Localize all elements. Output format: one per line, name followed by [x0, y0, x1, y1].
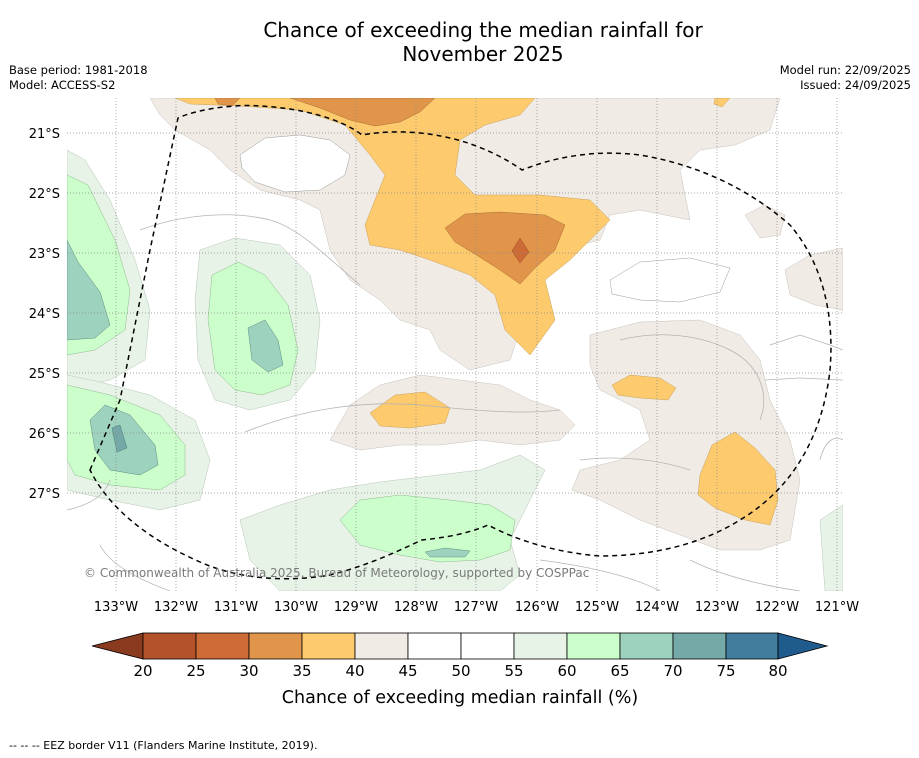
colorbar-low-extension [91, 632, 144, 660]
colorbar: 20 25 30 35 40 45 50 55 60 65 70 75 80 C… [91, 632, 829, 708]
colorbar-segments [142, 632, 779, 660]
mid-green-south [339, 494, 516, 563]
lat-label: 21°S [29, 127, 60, 142]
white-hole-1 [239, 134, 351, 193]
lon-label: 130°W [274, 600, 318, 615]
lon-label: 122°W [755, 600, 799, 615]
eez-border [89, 104, 832, 580]
title-line-1: Chance of exceeding the median rainfall … [263, 18, 703, 42]
lon-gridlines [115, 98, 838, 591]
colorbar-tick: 30 [239, 662, 258, 680]
copyright-notice: © Commonwealth of Australia 2025, Bureau… [84, 566, 589, 580]
colorbar-segment [460, 632, 515, 660]
orange-region-north [174, 98, 611, 356]
teal-region-south [424, 547, 471, 558]
orange-region-northeast [713, 98, 731, 108]
map-title: Chance of exceeding the median rainfall … [0, 18, 919, 66]
longitude-labels: 133°W 132°W 131°W 130°W 129°W 128°W 127°… [94, 600, 859, 615]
colorbar-tick: 50 [451, 662, 470, 680]
lat-label: 23°S [29, 247, 60, 262]
colorbar-tick: 60 [557, 662, 576, 680]
orange-region-center [369, 391, 451, 429]
latitude-labels: 21°S 22°S 23°S 24°S 25°S 26°S 27°S [29, 127, 60, 502]
colorbar-segment [248, 632, 303, 660]
colorbar-segment [142, 632, 197, 660]
lat-label: 22°S [29, 187, 60, 202]
colorbar-segment [566, 632, 621, 660]
lon-label: 129°W [334, 600, 378, 615]
colorbar-tick: 75 [716, 662, 735, 680]
lat-label: 27°S [29, 487, 60, 502]
colorbar-tick: 45 [398, 662, 417, 680]
white-holes [239, 134, 731, 303]
colorbar-segment [407, 632, 462, 660]
lon-label: 126°W [515, 600, 559, 615]
colorbar-segment [725, 632, 779, 660]
red-region [511, 237, 530, 264]
colorbar-tick: 70 [663, 662, 682, 680]
lat-label: 25°S [29, 367, 60, 382]
map-panel: © Commonwealth of Australia 2025, Bureau… [67, 98, 843, 591]
colorbar-tick: 65 [610, 662, 629, 680]
lon-label: 131°W [214, 600, 258, 615]
colorbar-tick: 35 [292, 662, 311, 680]
teal-region-center [247, 319, 284, 373]
colorbar-tick: 80 [768, 662, 787, 680]
lon-label: 132°W [154, 600, 198, 615]
dark-orange-region-north [289, 98, 436, 127]
lon-label: 127°W [454, 600, 498, 615]
lat-gridlines [67, 132, 843, 494]
lon-label: 133°W [94, 600, 138, 615]
colorbar-tick: 20 [133, 662, 152, 680]
colorbar-segment [301, 632, 356, 660]
meta-left: Base period: 1981-2018 Model: ACCESS-S2 [9, 63, 148, 93]
beige-region-center [329, 374, 576, 451]
colorbar-tick-labels: 20 25 30 35 40 45 50 55 60 65 70 75 80 [133, 662, 787, 680]
model-name: Model: ACCESS-S2 [9, 78, 116, 92]
issued-date: Issued: 24/09/2025 [800, 78, 911, 92]
dark-orange-region-top-left [214, 98, 241, 107]
dark-orange-region-center [444, 211, 566, 285]
lon-label: 125°W [575, 600, 619, 615]
eez-footnote: -- -- -- EEZ border V11 (Flanders Marine… [9, 739, 318, 752]
lon-label: 128°W [394, 600, 438, 615]
colorbar-tick: 25 [186, 662, 205, 680]
colorbar-high-extension [777, 632, 829, 660]
orange-region-east-small [611, 374, 677, 401]
colorbar-segment [513, 632, 568, 660]
colorbar-tick: 55 [504, 662, 523, 680]
lat-label: 24°S [29, 307, 60, 322]
colorbar-segment [619, 632, 674, 660]
title-line-2: November 2025 [402, 42, 564, 66]
model-run: Model run: 22/09/2025 [779, 63, 911, 77]
contour-lines [67, 214, 843, 591]
colorbar-tick: 40 [345, 662, 364, 680]
colorbar-segment [354, 632, 409, 660]
lon-label: 123°W [695, 600, 739, 615]
lon-label: 121°W [815, 600, 859, 615]
base-period: Base period: 1981-2018 [9, 63, 148, 77]
orange-regions [174, 98, 779, 526]
lat-label: 26°S [29, 427, 60, 442]
orange-region-southeast [697, 431, 779, 526]
colorbar-segment [672, 632, 727, 660]
meta-right: Model run: 22/09/2025 Issued: 24/09/2025 [780, 63, 911, 93]
colorbar-segment [195, 632, 250, 660]
lon-label: 124°W [635, 600, 679, 615]
colorbar-label: Chance of exceeding median rainfall (%) [282, 688, 638, 708]
dark-orange-regions [214, 98, 566, 285]
teal-region-west [67, 239, 111, 341]
